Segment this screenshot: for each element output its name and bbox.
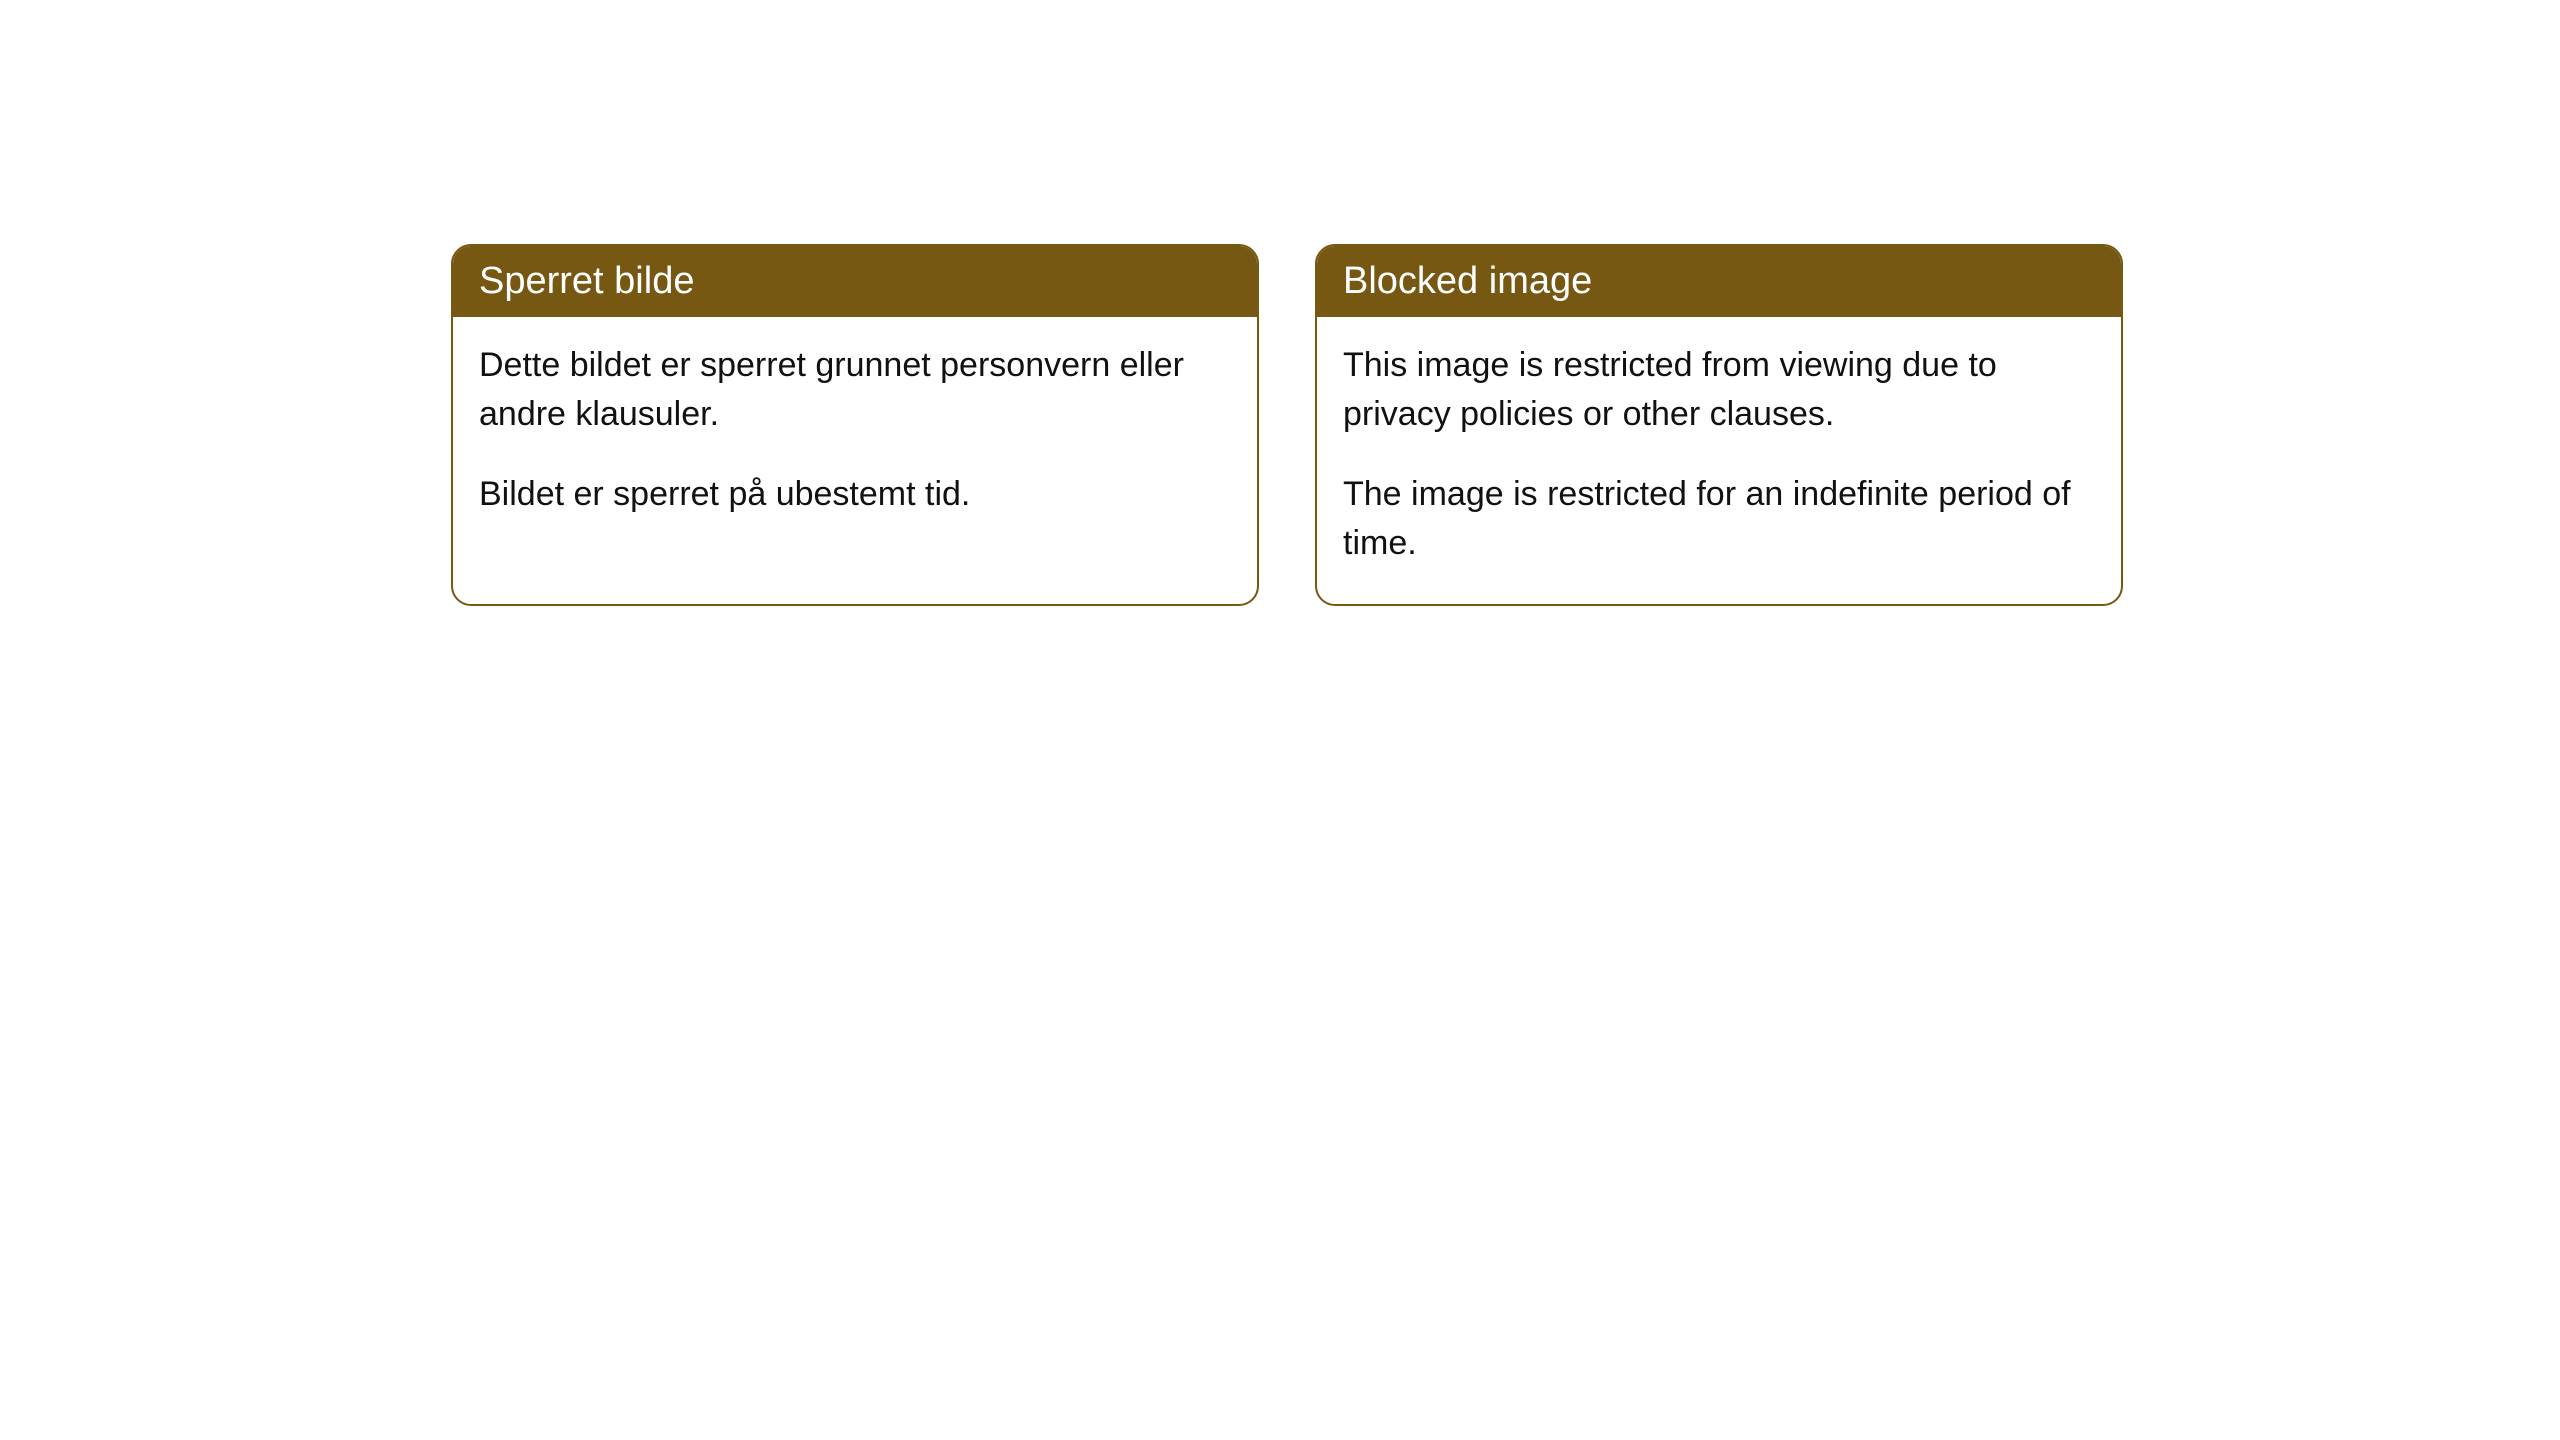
card-paragraph: Dette bildet er sperret grunnet personve…: [479, 341, 1231, 440]
card-paragraph: The image is restricted for an indefinit…: [1343, 470, 2095, 569]
blocked-image-card-english: Blocked image This image is restricted f…: [1315, 244, 2123, 606]
card-body-norwegian: Dette bildet er sperret grunnet personve…: [453, 317, 1257, 555]
card-body-english: This image is restricted from viewing du…: [1317, 317, 2121, 604]
card-paragraph: Bildet er sperret på ubestemt tid.: [479, 470, 1231, 519]
card-header-norwegian: Sperret bilde: [453, 246, 1257, 317]
card-paragraph: This image is restricted from viewing du…: [1343, 341, 2095, 440]
card-header-english: Blocked image: [1317, 246, 2121, 317]
notice-cards-container: Sperret bilde Dette bildet er sperret gr…: [451, 244, 2123, 606]
blocked-image-card-norwegian: Sperret bilde Dette bildet er sperret gr…: [451, 244, 1259, 606]
